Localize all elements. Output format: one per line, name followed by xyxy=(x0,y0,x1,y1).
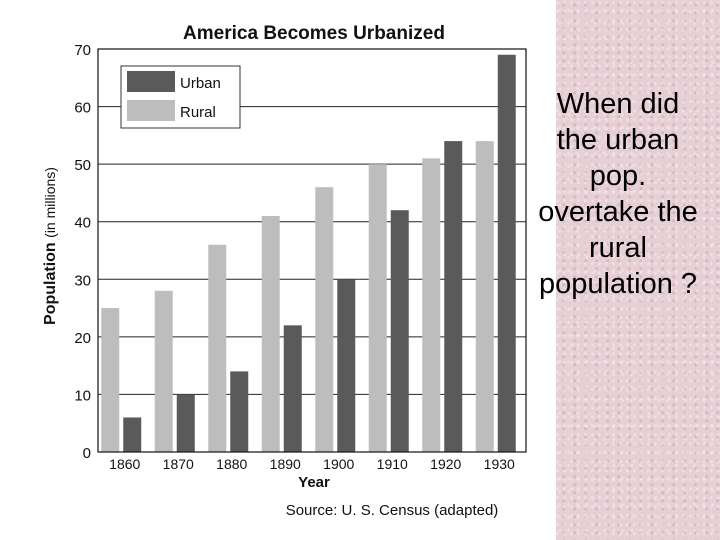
legend-label-rural: Rural xyxy=(180,104,216,121)
x-tick-label: 1870 xyxy=(163,456,194,472)
x-tick-label: 1860 xyxy=(109,456,140,472)
legend-label-urban: Urban xyxy=(180,75,221,92)
bar-rural xyxy=(475,141,494,452)
chart-title: America Becomes Urbanized xyxy=(183,23,445,44)
x-axis-label: Year xyxy=(298,474,330,491)
bar-rural xyxy=(315,187,334,452)
x-tick-label: 1910 xyxy=(377,456,408,472)
x-tick-labels: 1860 1870 1880 1890 1900 1910 1920 1930 xyxy=(109,456,515,472)
bar-urban xyxy=(283,325,302,452)
y-tick-label: 60 xyxy=(74,100,91,117)
bar-urban xyxy=(497,54,516,452)
bars xyxy=(101,54,516,452)
bar-rural xyxy=(261,215,280,452)
question-text: When did the urban pop. overtake the rur… xyxy=(538,88,698,300)
bar-urban xyxy=(390,210,409,452)
bar-urban xyxy=(230,371,249,452)
bar-rural xyxy=(422,158,441,452)
bar-urban xyxy=(337,279,356,452)
legend: Urban Rural xyxy=(120,65,241,129)
bar-urban xyxy=(444,141,463,452)
y-tick-label: 10 xyxy=(74,387,91,404)
bar-urban xyxy=(176,394,195,452)
legend-swatch-rural xyxy=(127,100,175,121)
y-tick-label: 50 xyxy=(74,157,91,174)
y-tick-label: 70 xyxy=(74,42,91,59)
x-tick-label: 1880 xyxy=(216,456,247,472)
y-axis-label: Population (in millions) xyxy=(42,167,59,325)
bar-rural xyxy=(154,290,173,452)
plot-frame xyxy=(97,48,527,453)
y-tick-label: 40 xyxy=(74,215,91,232)
x-tick-label: 1930 xyxy=(484,456,515,472)
y-tick-labels: 0 10 20 30 40 50 60 70 xyxy=(74,42,91,462)
x-tick-label: 1890 xyxy=(270,456,301,472)
y-axis-label-unit: (in millions) xyxy=(42,167,58,238)
source-note: Source: U. S. Census (adapted) xyxy=(286,502,499,519)
y-axis-label-main: Population xyxy=(42,242,59,325)
x-tick-label: 1900 xyxy=(323,456,354,472)
x-tick-label: 1920 xyxy=(430,456,461,472)
bar-rural xyxy=(368,164,387,452)
y-tick-label: 0 xyxy=(83,445,91,462)
bar-urban xyxy=(123,417,142,452)
bar-rural xyxy=(208,244,227,452)
y-tick-label: 30 xyxy=(74,272,91,289)
legend-swatch-urban xyxy=(127,71,175,92)
decorative-side-panel xyxy=(556,0,720,540)
bar-rural xyxy=(101,308,120,452)
y-tick-label: 20 xyxy=(74,330,91,347)
